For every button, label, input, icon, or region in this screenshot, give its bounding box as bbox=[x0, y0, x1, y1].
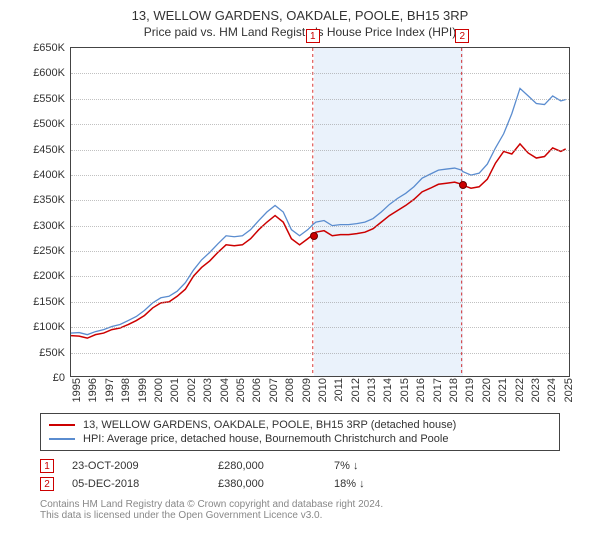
y-axis-tick: £50K bbox=[25, 347, 65, 359]
y-axis-tick: £0 bbox=[25, 372, 65, 384]
gridline bbox=[71, 175, 569, 176]
x-axis-tick: 1998 bbox=[120, 378, 132, 402]
sale-marker-point bbox=[310, 232, 318, 240]
x-axis-tick: 2011 bbox=[333, 378, 345, 402]
gridline bbox=[71, 251, 569, 252]
y-axis-tick: £400K bbox=[25, 169, 65, 181]
y-axis-tick: £300K bbox=[25, 220, 65, 232]
x-axis-tick: 2019 bbox=[464, 378, 476, 402]
y-axis-tick: £200K bbox=[25, 270, 65, 282]
x-axis-tick: 2022 bbox=[514, 378, 526, 402]
legend-swatch bbox=[49, 424, 75, 426]
x-axis-tick: 2014 bbox=[382, 378, 394, 402]
x-axis-tick: 2010 bbox=[317, 378, 329, 402]
x-axis-tick: 2024 bbox=[546, 378, 558, 402]
footer-line1: Contains HM Land Registry data © Crown c… bbox=[40, 499, 560, 510]
legend-label: HPI: Average price, detached house, Bour… bbox=[83, 433, 448, 445]
gridline bbox=[71, 276, 569, 277]
x-axis-tick: 1999 bbox=[137, 378, 149, 402]
x-axis-tick: 2021 bbox=[497, 378, 509, 402]
title-address: 13, WELLOW GARDENS, OAKDALE, POOLE, BH15… bbox=[10, 8, 590, 23]
y-axis-tick: £150K bbox=[25, 296, 65, 308]
x-axis-tick: 2004 bbox=[219, 378, 231, 402]
footer-line2: This data is licensed under the Open Gov… bbox=[40, 510, 560, 521]
x-axis-tick: 2006 bbox=[251, 378, 263, 402]
x-axis-tick: 2005 bbox=[235, 378, 247, 402]
x-axis-tick: 2007 bbox=[268, 378, 280, 402]
x-axis-tick: 2012 bbox=[350, 378, 362, 402]
x-axis-tick: 1996 bbox=[87, 378, 99, 402]
y-axis-tick: £100K bbox=[25, 321, 65, 333]
legend: 13, WELLOW GARDENS, OAKDALE, POOLE, BH15… bbox=[40, 413, 560, 451]
y-axis-tick: £650K bbox=[25, 42, 65, 54]
x-axis-tick: 2000 bbox=[153, 378, 165, 402]
transaction-pct: 18% ↓ bbox=[334, 478, 424, 490]
x-axis-tick: 2023 bbox=[530, 378, 542, 402]
gridline bbox=[71, 302, 569, 303]
sale-marker-badge: 1 bbox=[306, 29, 320, 43]
transaction-price: £280,000 bbox=[218, 460, 328, 472]
gridline bbox=[71, 327, 569, 328]
transaction-pct: 7% ↓ bbox=[334, 460, 424, 472]
legend-row: 13, WELLOW GARDENS, OAKDALE, POOLE, BH15… bbox=[49, 418, 551, 432]
sale-marker-point bbox=[459, 181, 467, 189]
transaction-date: 23-OCT-2009 bbox=[72, 460, 212, 472]
y-axis-tick: £350K bbox=[25, 194, 65, 206]
gridline bbox=[71, 353, 569, 354]
x-axis-tick: 2013 bbox=[366, 378, 378, 402]
y-axis-tick: £550K bbox=[25, 93, 65, 105]
x-axis-tick: 2009 bbox=[301, 378, 313, 402]
footer: Contains HM Land Registry data © Crown c… bbox=[40, 499, 560, 521]
x-axis-tick: 2016 bbox=[415, 378, 427, 402]
series-hpi bbox=[71, 88, 566, 334]
transaction-row: 2 05-DEC-2018 £380,000 18% ↓ bbox=[40, 475, 560, 493]
x-axis-tick: 2003 bbox=[202, 378, 214, 402]
plot-area: £0£50K£100K£150K£200K£250K£300K£350K£400… bbox=[70, 47, 570, 377]
transaction-index: 1 bbox=[40, 459, 54, 473]
transactions-table: 1 23-OCT-2009 £280,000 7% ↓ 2 05-DEC-2018 £380… bbox=[40, 457, 560, 493]
x-axis-tick: 2018 bbox=[448, 378, 460, 402]
legend-row: HPI: Average price, detached house, Bour… bbox=[49, 432, 551, 446]
y-axis-tick: £600K bbox=[25, 67, 65, 79]
legend-swatch bbox=[49, 438, 75, 440]
transaction-index: 2 bbox=[40, 477, 54, 491]
gridline bbox=[71, 73, 569, 74]
chart: £0£50K£100K£150K£200K£250K£300K£350K£400… bbox=[30, 47, 590, 407]
gridline bbox=[71, 150, 569, 151]
legend-label: 13, WELLOW GARDENS, OAKDALE, POOLE, BH15… bbox=[83, 419, 456, 431]
y-axis-tick: £450K bbox=[25, 144, 65, 156]
x-axis-tick: 2025 bbox=[563, 378, 575, 402]
title-subtitle: Price paid vs. HM Land Registry's House … bbox=[10, 25, 590, 39]
gridline bbox=[71, 99, 569, 100]
y-axis-tick: £250K bbox=[25, 245, 65, 257]
x-axis-tick: 1997 bbox=[104, 378, 116, 402]
x-axis-tick: 2008 bbox=[284, 378, 296, 402]
x-axis-tick: 2020 bbox=[481, 378, 493, 402]
x-axis-tick: 2017 bbox=[432, 378, 444, 402]
gridline bbox=[71, 226, 569, 227]
chart-title: 13, WELLOW GARDENS, OAKDALE, POOLE, BH15… bbox=[0, 0, 600, 43]
x-axis-tick: 2015 bbox=[399, 378, 411, 402]
y-axis-tick: £500K bbox=[25, 118, 65, 130]
x-axis-tick: 2001 bbox=[169, 378, 181, 402]
x-axis-tick: 2002 bbox=[186, 378, 198, 402]
sale-marker-badge: 2 bbox=[455, 29, 469, 43]
x-axis-tick: 1995 bbox=[71, 378, 83, 402]
transaction-date: 05-DEC-2018 bbox=[72, 478, 212, 490]
gridline bbox=[71, 200, 569, 201]
gridline bbox=[71, 124, 569, 125]
transaction-row: 1 23-OCT-2009 £280,000 7% ↓ bbox=[40, 457, 560, 475]
transaction-price: £380,000 bbox=[218, 478, 328, 490]
